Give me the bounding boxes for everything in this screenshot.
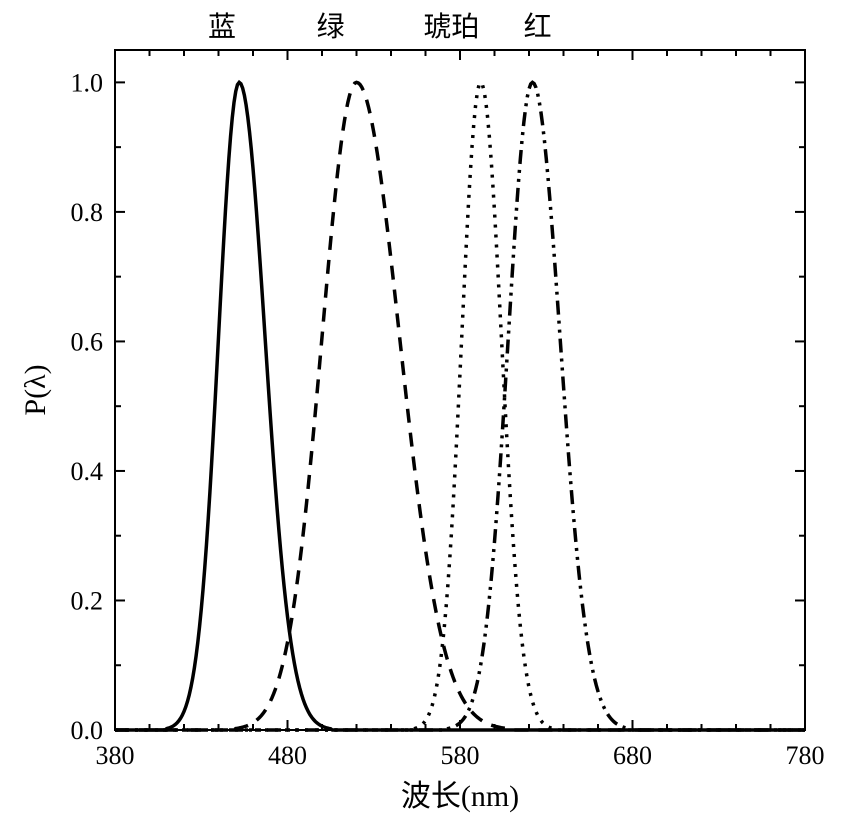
spectral-chart: 蓝 绿 琥珀 红 380 480 580 680 780 0.0 0.2 0.4 0.6 0.8 1.0 波长… bbox=[0, 0, 859, 835]
series-label-3: 红 bbox=[524, 11, 552, 43]
y-tick-label: 0.6 bbox=[71, 328, 104, 357]
y-axis-title: P(λ) bbox=[19, 364, 52, 415]
chart-container: 蓝 绿 琥珀 红 380 480 580 680 780 0.0 0.2 0.4 0.6 0.8 1.0 波长… bbox=[0, 0, 859, 835]
y-tick-label: 0.0 bbox=[71, 716, 104, 745]
x-tick-label: 480 bbox=[268, 741, 307, 770]
y-tick-label: 0.2 bbox=[71, 587, 104, 616]
x-tick-label: 380 bbox=[96, 741, 135, 770]
x-tick-label: 680 bbox=[613, 741, 652, 770]
series-label-1: 绿 bbox=[317, 11, 345, 43]
series-label-0: 蓝 bbox=[208, 11, 236, 43]
y-tick-label: 0.4 bbox=[71, 457, 104, 486]
y-tick-label: 1.0 bbox=[71, 68, 104, 97]
series-label-2: 琥珀 bbox=[423, 11, 479, 43]
x-tick-label: 580 bbox=[441, 741, 480, 770]
x-axis-title: 波长(nm) bbox=[401, 780, 519, 813]
y-tick-label: 0.8 bbox=[71, 198, 104, 227]
x-tick-label: 780 bbox=[786, 741, 825, 770]
